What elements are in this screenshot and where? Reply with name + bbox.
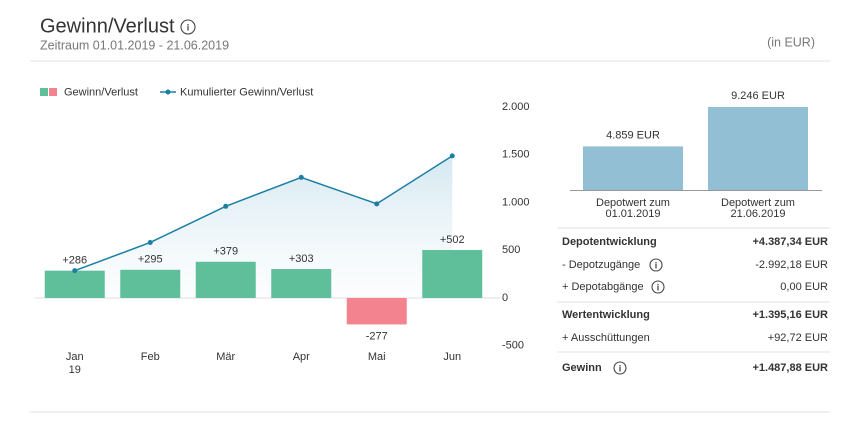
title: Gewinn/Verlust [40,15,175,37]
row-value: +92,72 EUR [768,332,828,344]
svg-text:i: i [187,22,190,32]
x-tick-label: Depotwert zum [721,197,795,209]
row-label: Gewinn [562,362,602,374]
x-tick-label: Depotwert zum [596,197,670,209]
svg-text:i: i [655,260,658,270]
row-value: +4.387,34 EUR [752,236,828,248]
unit: (in EUR) [767,35,815,49]
row-value: +1.487,88 EUR [752,362,828,374]
bar [346,297,407,325]
line-point [298,174,304,180]
legend-dot [165,89,171,95]
info-icon[interactable]: i [180,19,196,35]
bar-value-label: +286 [62,255,87,267]
line-point [374,201,380,207]
bar [271,269,332,298]
y-tick-label: 500 [502,244,520,256]
y-tick-label: 0 [502,292,508,304]
row-label: Depotentwicklung [562,236,657,248]
bar [44,270,105,298]
bar [708,107,808,190]
bar-value-label: 9.246 EUR [731,90,785,102]
row-value: -2.992,18 EUR [755,259,828,271]
bar-value-label: +303 [289,253,314,265]
bar-value-label: +379 [213,246,238,258]
x-tick-label: 01.01.2019 [605,208,660,220]
x-tick-label: Mai [368,351,386,363]
row-label: Wertentwicklung [562,309,650,321]
row-value: 0,00 EUR [780,281,828,293]
bar [422,250,483,298]
line [74,155,453,272]
bar-value-label: +502 [440,234,465,246]
line-point [449,153,455,159]
svg-text:i: i [657,282,660,292]
bar [583,146,683,190]
x-tick-label: Feb [141,351,160,363]
bar [195,261,256,298]
x-tick-label: Jun [443,351,461,363]
info-icon[interactable]: i [613,361,627,375]
period: Zeitraum 01.01.2019 - 21.06.2019 [40,38,229,52]
bar [120,269,181,298]
legend-swatch [49,88,57,96]
row-label: + Depotabgänge [562,281,644,293]
svg-text:i: i [619,363,622,373]
info-icon[interactable]: i [651,280,665,294]
row-label: + Ausschüttungen [562,332,650,344]
x-tick-label: 21.06.2019 [730,208,785,220]
y-tick-label: 2.000 [502,101,530,113]
x-tick-label: Jan [66,351,84,363]
x-tick-sublabel: 19 [69,364,81,376]
line-point [72,268,78,274]
bar-value-label: +295 [138,254,163,266]
y-tick-label: -500 [502,340,524,352]
x-tick-label: Apr [293,351,310,363]
area-fill [74,155,453,298]
y-tick-label: 1.500 [502,149,530,161]
info-icon[interactable]: i [649,258,663,272]
x-tick-label: Mär [216,351,235,363]
row-value: +1.395,16 EUR [752,309,828,321]
line-point [223,203,229,209]
bar-value-label: 4.859 EUR [606,129,660,141]
bar-value-label: -277 [366,330,388,342]
legend-label: Gewinn/Verlust [64,86,138,98]
line-point [147,239,153,245]
y-tick-label: 1.000 [502,196,530,208]
row-label: - Depotzugänge [562,259,640,271]
legend-swatch [40,88,48,96]
legend-label: Kumulierter Gewinn/Verlust [180,86,313,98]
